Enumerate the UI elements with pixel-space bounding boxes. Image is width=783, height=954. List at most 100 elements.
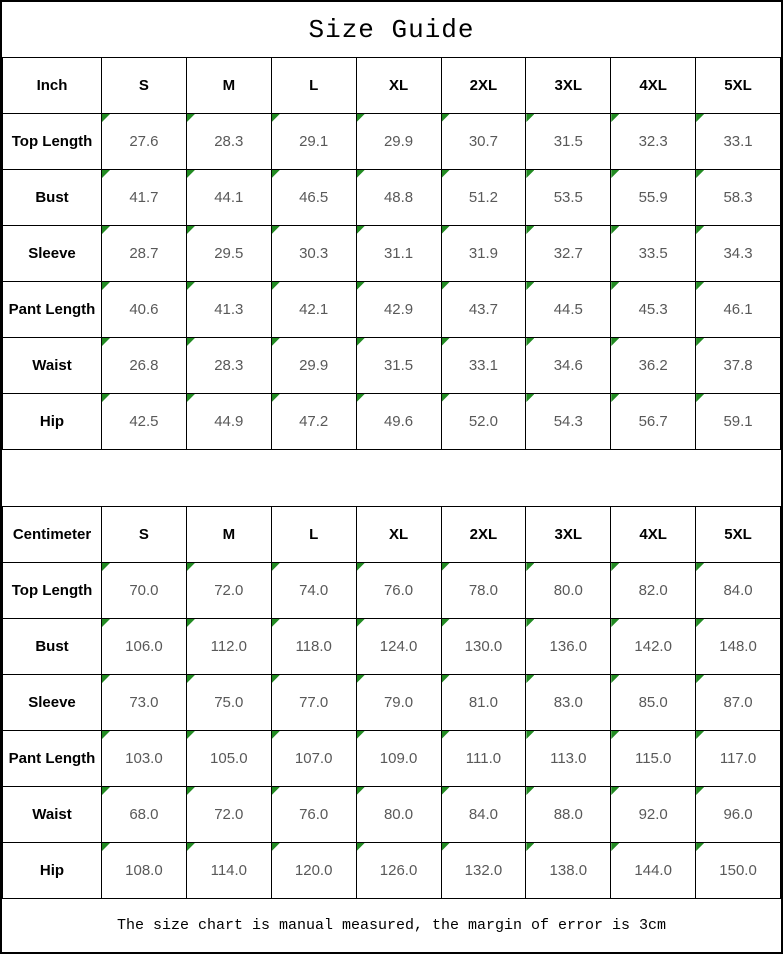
cell-corner-marker-icon <box>272 394 280 402</box>
cell-corner-marker-icon <box>611 170 620 178</box>
measurement-cell: 136.0 <box>525 618 612 675</box>
cell-corner-marker-icon <box>357 843 365 851</box>
measurement-cell: 43.7 <box>440 281 527 338</box>
cell-corner-marker-icon <box>696 563 705 571</box>
measurement-cell: 26.8 <box>101 337 187 394</box>
row-label-cell: Pant Length <box>2 730 102 787</box>
cell-corner-marker-icon <box>441 563 450 571</box>
size-table-centimeter: Centimeter S M L XL 2XL 3XL 4XL 5XL Top Length 70.… <box>2 506 781 899</box>
cell-corner-marker-icon <box>611 338 620 346</box>
cell-corner-marker-icon <box>611 114 620 122</box>
cell-corner-marker-icon <box>272 563 280 571</box>
measurement-cell: 103.0 <box>101 730 187 787</box>
cell-corner-marker-icon <box>187 394 195 402</box>
measurement-cell: 109.0 <box>355 730 442 787</box>
measurement-cell: 42.1 <box>270 281 357 338</box>
measurement-cell: 40.6 <box>101 281 187 338</box>
row-label-cell: Bust <box>2 618 102 675</box>
measurement-cell: 126.0 <box>355 842 442 899</box>
measurement-cell: 33.1 <box>440 337 527 394</box>
cell-corner-marker-icon <box>102 114 110 122</box>
cell-corner-marker-icon <box>526 394 535 402</box>
measurement-cell: 37.8 <box>695 337 781 394</box>
row-label-cell: Top Length <box>2 562 102 619</box>
size-header-cell: 3XL <box>525 57 612 114</box>
cell-corner-marker-icon <box>526 170 535 178</box>
measurement-cell: 36.2 <box>610 337 697 394</box>
measurement-cell: 28.3 <box>185 337 272 394</box>
measurement-cell: 81.0 <box>440 674 527 731</box>
size-header-cell: 4XL <box>610 506 697 563</box>
cell-corner-marker-icon <box>102 675 110 683</box>
cell-corner-marker-icon <box>611 843 620 851</box>
cell-corner-marker-icon <box>272 619 280 627</box>
measurement-cell: 29.9 <box>270 337 357 394</box>
footer-note: The size chart is manual measured, the m… <box>116 917 667 934</box>
cell-corner-marker-icon <box>187 338 195 346</box>
cell-corner-marker-icon <box>187 226 195 234</box>
measurement-cell: 29.1 <box>270 113 357 170</box>
size-header-cell: 2XL <box>440 57 527 114</box>
measurement-cell: 32.7 <box>525 225 612 282</box>
measurement-cell: 80.0 <box>355 786 442 843</box>
measurement-cell: 132.0 <box>440 842 527 899</box>
measurement-cell: 46.5 <box>270 169 357 226</box>
measurement-cell: 29.5 <box>185 225 272 282</box>
measurement-cell: 142.0 <box>610 618 697 675</box>
measurement-cell: 96.0 <box>695 786 781 843</box>
cell-corner-marker-icon <box>441 787 450 795</box>
measurement-cell: 124.0 <box>355 618 442 675</box>
size-header-cell: S <box>101 506 187 563</box>
size-header-cell: 2XL <box>440 506 527 563</box>
measurement-cell: 108.0 <box>101 842 187 899</box>
table-row: Pant Length 103.0 105.0 107.0 109.0 111.0 113.… <box>2 730 781 787</box>
cell-corner-marker-icon <box>272 731 280 739</box>
cell-corner-marker-icon <box>187 787 195 795</box>
cell-corner-marker-icon <box>441 675 450 683</box>
table-row: Hip 42.5 44.9 47.2 49.6 52.0 54.3 56.7 59.1 <box>2 393 781 450</box>
measurement-cell: 72.0 <box>185 786 272 843</box>
table-row: Bust 41.7 44.1 46.5 48.8 51.2 53.5 55.9 58.3 <box>2 169 781 226</box>
measurement-cell: 41.7 <box>101 169 187 226</box>
cell-corner-marker-icon <box>357 282 365 290</box>
cell-corner-marker-icon <box>441 282 450 290</box>
row-label-cell: Waist <box>2 786 102 843</box>
cell-corner-marker-icon <box>187 843 195 851</box>
measurement-cell: 79.0 <box>355 674 442 731</box>
cell-corner-marker-icon <box>441 170 450 178</box>
cell-corner-marker-icon <box>611 619 620 627</box>
cell-corner-marker-icon <box>102 731 110 739</box>
header-row: Centimeter S M L XL 2XL 3XL 4XL 5XL <box>2 506 781 563</box>
cell-corner-marker-icon <box>526 563 535 571</box>
table-row: Pant Length 40.6 41.3 42.1 42.9 43.7 44.5 45.3 4… <box>2 281 781 338</box>
cell-corner-marker-icon <box>357 394 365 402</box>
cell-corner-marker-icon <box>696 731 705 739</box>
cell-corner-marker-icon <box>696 675 705 683</box>
cell-corner-marker-icon <box>696 226 705 234</box>
measurement-cell: 31.9 <box>440 225 527 282</box>
size-header-cell: XL <box>355 57 442 114</box>
cell-corner-marker-icon <box>696 619 705 627</box>
cell-corner-marker-icon <box>187 114 195 122</box>
row-label-cell: Bust <box>2 169 102 226</box>
table-gap-spacer <box>2 450 781 506</box>
measurement-cell: 75.0 <box>185 674 272 731</box>
measurement-cell: 53.5 <box>525 169 612 226</box>
measurement-cell: 28.3 <box>185 113 272 170</box>
cell-corner-marker-icon <box>102 338 110 346</box>
cell-corner-marker-icon <box>357 338 365 346</box>
measurement-cell: 52.0 <box>440 393 527 450</box>
cell-corner-marker-icon <box>102 282 110 290</box>
cell-corner-marker-icon <box>441 338 450 346</box>
measurement-cell: 48.8 <box>355 169 442 226</box>
cell-corner-marker-icon <box>272 675 280 683</box>
measurement-cell: 46.1 <box>695 281 781 338</box>
cell-corner-marker-icon <box>611 563 620 571</box>
cell-corner-marker-icon <box>102 843 110 851</box>
measurement-cell: 84.0 <box>440 786 527 843</box>
header-row: Inch S M L XL 2XL 3XL 4XL 5XL <box>2 57 781 114</box>
cell-corner-marker-icon <box>357 619 365 627</box>
cell-corner-marker-icon <box>441 226 450 234</box>
measurement-cell: 31.5 <box>525 113 612 170</box>
measurement-cell: 144.0 <box>610 842 697 899</box>
